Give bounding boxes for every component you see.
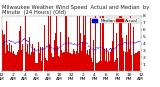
Text: Milwaukee Weather Wind Speed  Actual and Median  by Minute  (24 Hours) (Old): Milwaukee Weather Wind Speed Actual and … xyxy=(2,5,149,15)
Legend: Median, Actual: Median, Actual xyxy=(91,18,139,23)
